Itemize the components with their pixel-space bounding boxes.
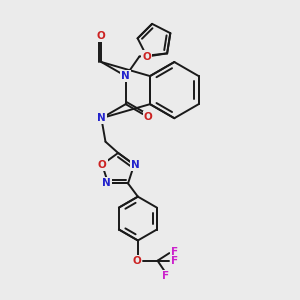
Text: O: O (142, 52, 151, 61)
Text: F: F (171, 247, 178, 257)
Text: F: F (162, 271, 169, 281)
Text: N: N (131, 160, 140, 170)
Text: O: O (98, 160, 106, 170)
Text: F: F (171, 256, 178, 266)
Text: N: N (121, 71, 130, 81)
Text: O: O (144, 112, 152, 122)
Text: N: N (97, 113, 106, 123)
Text: O: O (97, 31, 106, 41)
Text: N: N (102, 178, 111, 188)
Text: O: O (132, 256, 141, 266)
